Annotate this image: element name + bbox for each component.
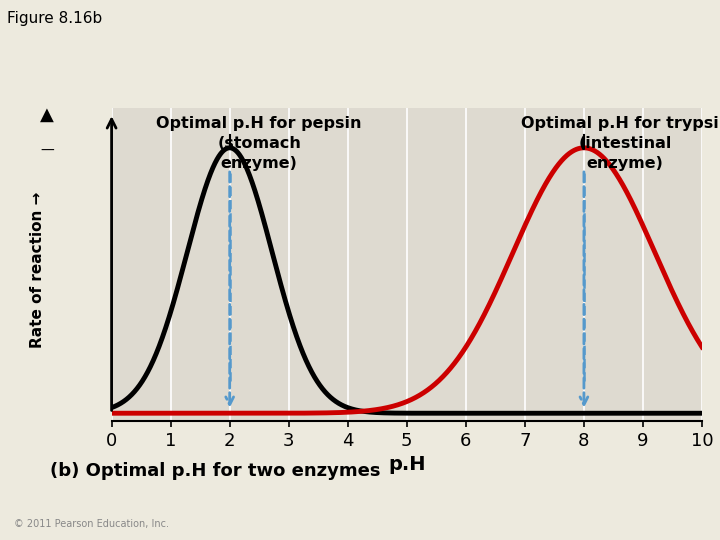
Text: Optimal p.H for pepsin
(stomach
enzyme): Optimal p.H for pepsin (stomach enzyme) [156,116,362,171]
Text: (b) Optimal p.H for two enzymes: (b) Optimal p.H for two enzymes [50,462,381,480]
Text: ▲: ▲ [40,106,54,124]
X-axis label: p.H: p.H [388,455,426,474]
Text: Rate of reaction →: Rate of reaction → [30,192,45,348]
Text: Figure 8.16b: Figure 8.16b [7,11,102,26]
Text: —: — [40,144,54,158]
Text: © 2011 Pearson Education, Inc.: © 2011 Pearson Education, Inc. [14,519,169,529]
Text: Optimal p.H for trypsin
(intestinal
enzyme): Optimal p.H for trypsin (intestinal enzy… [521,116,720,171]
